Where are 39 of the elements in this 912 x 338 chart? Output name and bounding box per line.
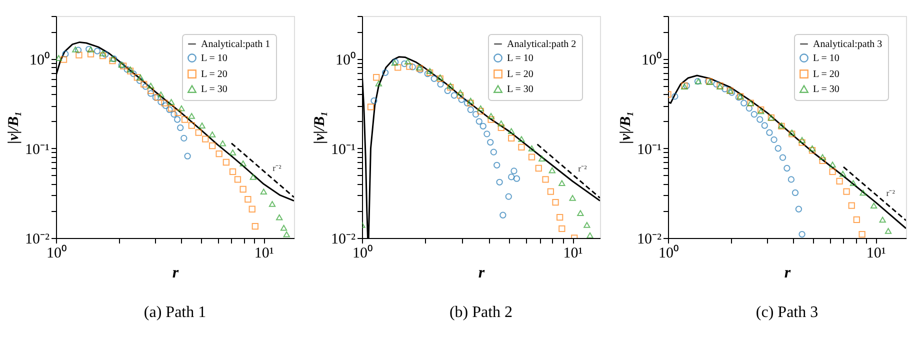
- legend-label: Analytical:path 1: [201, 39, 270, 50]
- x-axis-title: r: [784, 264, 792, 282]
- legend-label: L = 20: [507, 69, 534, 80]
- text: (c) Path 3: [756, 304, 818, 321]
- y-tick-label: 10⁻²: [25, 232, 50, 248]
- annotation: r⁻²: [272, 162, 282, 173]
- text: (a) Path 1: [144, 304, 206, 321]
- x-tick-label: 10¹: [866, 246, 886, 262]
- legend-label: L = 20: [201, 69, 228, 80]
- annotation: r⁻²: [578, 163, 588, 174]
- legend-label: L = 10: [813, 53, 840, 64]
- legend-label: L = 10: [507, 53, 534, 64]
- legend-label: L = 20: [813, 69, 840, 80]
- annotation: r⁻²: [886, 188, 896, 198]
- legend-label: L = 30: [813, 84, 840, 95]
- x-axis-title: r: [478, 264, 486, 282]
- legend-label: Analytical:path 2: [507, 39, 576, 50]
- y-tick-label: 10⁻¹: [637, 142, 662, 158]
- x-tick-label: 10¹: [563, 246, 583, 262]
- y-axis-title: |v|/B₁: [618, 111, 634, 144]
- y-axis-title: |v|/B₁: [6, 111, 22, 144]
- y-tick-label: 10⁻²: [331, 232, 356, 248]
- x-axis-title: r: [172, 264, 180, 282]
- text: (b) Path 2: [449, 304, 513, 321]
- y-tick-label: 10⁰: [336, 51, 356, 68]
- y-tick-label: 10⁻¹: [331, 142, 356, 158]
- legend-label: L = 30: [201, 84, 228, 95]
- legend-label: L = 10: [201, 53, 228, 64]
- y-tick-label: 10⁰: [642, 51, 662, 68]
- y-tick-label: 10⁻²: [637, 232, 662, 248]
- y-axis-title: |v|/B₁: [312, 111, 328, 144]
- x-tick-label: 10⁰: [352, 244, 372, 262]
- legend-label: Analytical:path 3: [813, 39, 882, 50]
- y-tick-label: 10⁻¹: [25, 142, 50, 158]
- x-tick-label: 10¹: [254, 246, 274, 262]
- legend-label: L = 30: [507, 84, 534, 95]
- y-tick-label: 10⁰: [30, 51, 50, 68]
- x-tick-label: 10⁰: [658, 244, 678, 262]
- x-tick-label: 10⁰: [46, 244, 66, 262]
